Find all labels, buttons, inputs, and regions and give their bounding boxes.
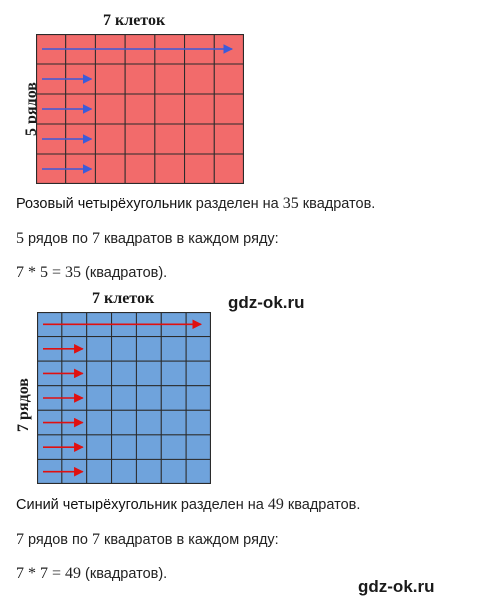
pink-cell bbox=[184, 123, 215, 155]
blue-cols-num: 7 bbox=[91, 531, 100, 548]
blue-cell bbox=[111, 409, 137, 436]
pink-cell bbox=[154, 153, 186, 184]
blue-cell bbox=[111, 458, 137, 484]
pink-cell bbox=[184, 153, 215, 184]
pink-cell bbox=[213, 93, 244, 125]
pink-cell bbox=[124, 93, 156, 125]
blue-cell bbox=[160, 360, 187, 387]
blue-cell bbox=[111, 336, 137, 362]
pink-cols-text: квадратов в каждом ряду: bbox=[99, 231, 279, 247]
blue-mid: разделен на bbox=[176, 497, 268, 513]
blue-rows-label: 7 рядов bbox=[15, 378, 32, 432]
blue-cell bbox=[185, 434, 211, 460]
blue-cell bbox=[185, 385, 211, 411]
pink-cell bbox=[213, 123, 244, 155]
pink-rows-num: 5 bbox=[16, 230, 24, 247]
blue-rows-text: рядов по bbox=[24, 532, 92, 548]
pink-cell bbox=[154, 63, 186, 95]
pink-cell bbox=[154, 93, 186, 125]
blue-cell bbox=[86, 360, 113, 387]
pink-mid: разделен на bbox=[191, 196, 283, 212]
blue-count: 49 bbox=[267, 496, 284, 513]
blue-rows-num: 7 bbox=[16, 531, 24, 548]
blue-cell bbox=[185, 360, 211, 387]
blue-cell bbox=[185, 458, 211, 484]
pink-cell bbox=[213, 63, 244, 95]
pink-cols-num: 7 bbox=[91, 230, 100, 247]
pink-cols-label: 7 клеток bbox=[103, 12, 166, 29]
pink-cell bbox=[94, 153, 126, 184]
blue-cell bbox=[160, 458, 187, 484]
pink-cell bbox=[94, 123, 126, 155]
blue-equation-unit: (квадратов). bbox=[81, 566, 168, 582]
blue-cell bbox=[185, 409, 211, 436]
blue-cell bbox=[160, 385, 187, 411]
blue-cell bbox=[185, 336, 211, 362]
blue-cell bbox=[135, 434, 162, 460]
blue-cell bbox=[135, 385, 162, 411]
blue-cell bbox=[111, 360, 137, 387]
blue-cell bbox=[135, 336, 162, 362]
pink-grid bbox=[36, 34, 244, 184]
pink-cell bbox=[124, 153, 156, 184]
blue-cell bbox=[86, 336, 113, 362]
blue-border bbox=[37, 312, 211, 484]
pink-equation-unit: (квадратов). bbox=[81, 265, 168, 281]
blue-cell bbox=[86, 385, 113, 411]
pink-tail: квадратов. bbox=[298, 196, 376, 212]
pink-cell bbox=[94, 63, 126, 95]
blue-cols-label: 7 клеток bbox=[92, 290, 155, 307]
pink-cell bbox=[154, 123, 186, 155]
blue-tail: квадратов. bbox=[283, 497, 361, 513]
blue-cell bbox=[160, 336, 187, 362]
blue-cell bbox=[86, 434, 113, 460]
watermark-bottom: gdz-ok.ru bbox=[358, 577, 435, 596]
watermark-top: gdz-ok.ru bbox=[228, 293, 305, 312]
blue-sentence: Синий четырёхугольник разделен на 49 ква… bbox=[16, 495, 360, 515]
blue-cell bbox=[86, 409, 113, 436]
blue-equation: 7 * 7 = 49 (квадратов). bbox=[16, 564, 167, 584]
pink-sentence: Розовый четырёхугольник разделен на 35 к… bbox=[16, 194, 375, 214]
blue-cell bbox=[160, 409, 187, 436]
blue-equation-expr: 7 * 7 = 49 bbox=[16, 565, 82, 582]
pink-cell bbox=[124, 63, 156, 95]
blue-cell bbox=[160, 434, 187, 460]
blue-cell bbox=[111, 385, 137, 411]
pink-equation: 7 * 5 = 35 (квадратов). bbox=[16, 263, 167, 283]
pink-cell bbox=[213, 153, 244, 184]
pink-cell bbox=[184, 63, 215, 95]
blue-cell bbox=[135, 458, 162, 484]
pink-cell bbox=[184, 93, 215, 125]
blue-cell bbox=[86, 458, 113, 484]
blue-lead: Синий четырёхугольник bbox=[16, 497, 177, 513]
pink-count: 35 bbox=[282, 195, 299, 212]
pink-rows-sentence: 5 рядов по 7 квадратов в каждом ряду: bbox=[16, 229, 279, 249]
blue-rows-sentence: 7 рядов по 7 квадратов в каждом ряду: bbox=[16, 530, 279, 550]
blue-cell bbox=[135, 360, 162, 387]
pink-lead: Розовый четырёхугольник bbox=[16, 196, 192, 212]
pink-border bbox=[36, 34, 244, 184]
pink-cell bbox=[94, 93, 126, 125]
blue-cols-text: квадратов в каждом ряду: bbox=[99, 532, 279, 548]
pink-cell bbox=[124, 123, 156, 155]
blue-cell bbox=[111, 434, 137, 460]
pink-equation-expr: 7 * 5 = 35 bbox=[16, 264, 82, 281]
blue-cell bbox=[135, 409, 162, 436]
blue-grid bbox=[37, 312, 211, 484]
pink-rows-text: рядов по bbox=[24, 231, 92, 247]
